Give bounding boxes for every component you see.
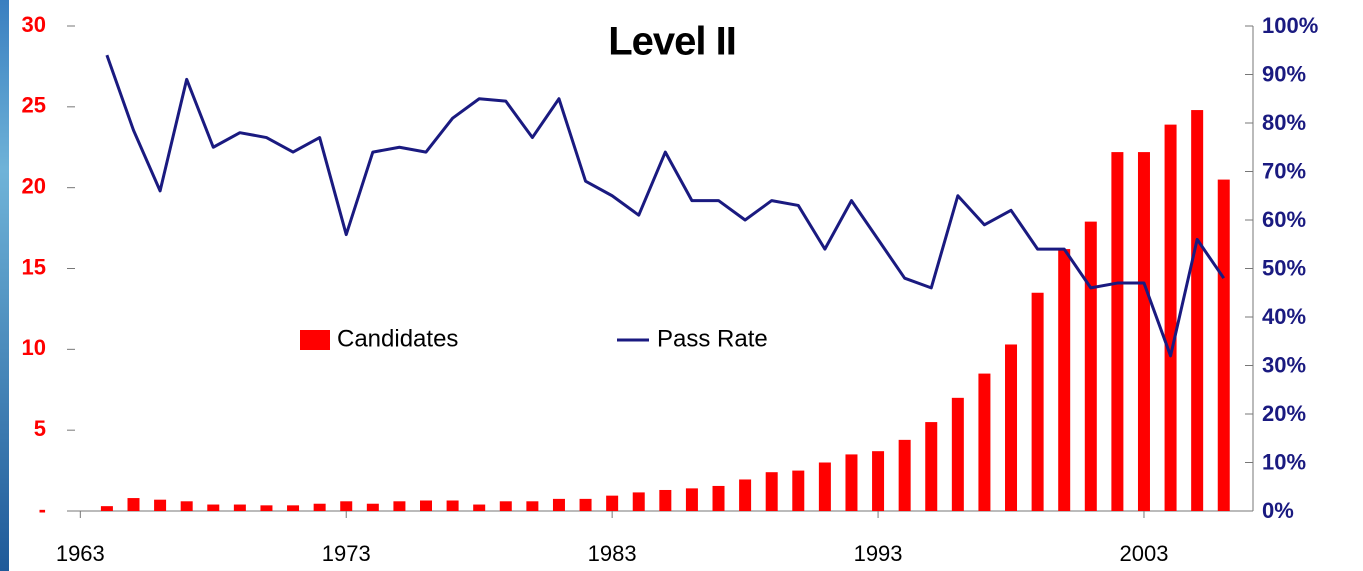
y2-tick-label: 90% xyxy=(1262,61,1306,86)
bar xyxy=(367,504,379,511)
bar xyxy=(739,479,751,511)
bar xyxy=(952,398,964,511)
bar xyxy=(580,499,592,511)
bar xyxy=(819,463,831,512)
legend-label: Pass Rate xyxy=(657,325,768,352)
y-tick-label: 15 xyxy=(22,254,46,279)
bar xyxy=(659,490,671,511)
bar xyxy=(845,454,857,511)
y2-tick-label: 0% xyxy=(1262,498,1294,523)
bar xyxy=(447,500,459,511)
y-tick-label: 10 xyxy=(22,335,46,360)
y-tick-label: 20 xyxy=(22,173,46,198)
bar xyxy=(420,500,432,511)
bar xyxy=(686,488,698,511)
bar xyxy=(1165,125,1177,511)
y2-tick-label: 80% xyxy=(1262,110,1306,135)
bar xyxy=(128,498,140,511)
bar xyxy=(260,505,272,511)
bar xyxy=(473,505,485,511)
bar xyxy=(633,492,645,511)
bar xyxy=(1138,152,1150,511)
x-tick-label: 2003 xyxy=(1119,541,1168,566)
x-tick-label: 1973 xyxy=(322,541,371,566)
bar xyxy=(500,501,512,511)
y2-tick-label: 100% xyxy=(1262,13,1318,38)
bar xyxy=(101,506,113,511)
legend-label: Candidates xyxy=(337,325,458,352)
y-tick-label: 5 xyxy=(34,416,46,441)
bar xyxy=(340,501,352,511)
decor-strip xyxy=(0,0,9,571)
line xyxy=(107,55,1224,356)
bar xyxy=(978,374,990,511)
bar xyxy=(606,496,618,511)
y2-tick-label: 10% xyxy=(1262,449,1306,474)
bar xyxy=(925,422,937,511)
y2-tick-label: 40% xyxy=(1262,304,1306,329)
bar xyxy=(526,501,538,511)
y2-tick-label: 20% xyxy=(1262,401,1306,426)
y2-tick-label: 70% xyxy=(1262,158,1306,183)
y2-tick-label: 30% xyxy=(1262,352,1306,377)
bar xyxy=(872,451,884,511)
bar xyxy=(287,505,299,511)
bar xyxy=(899,440,911,511)
y-tick-label: - xyxy=(39,497,46,522)
bar xyxy=(1218,180,1230,511)
bar xyxy=(154,500,166,511)
chart: Level II - 5 10 15 20 25 30 0% 10% 20% 30% 40% 50% 60… xyxy=(0,0,1363,571)
x-tick-label: 1983 xyxy=(588,541,637,566)
x-tick-label: 1963 xyxy=(56,541,105,566)
y2-tick-label: 50% xyxy=(1262,255,1306,280)
x-tick-label: 1993 xyxy=(854,541,903,566)
chart-title: Level II xyxy=(608,20,736,64)
y-tick-label: 25 xyxy=(22,93,46,118)
legend-swatch xyxy=(300,330,330,350)
bar xyxy=(393,501,405,511)
bar xyxy=(713,486,725,511)
bar xyxy=(1191,110,1203,511)
bar xyxy=(1058,249,1070,511)
y-tick-label: 30 xyxy=(22,12,46,37)
y2-tick-label: 60% xyxy=(1262,207,1306,232)
bar xyxy=(1085,222,1097,511)
bar xyxy=(1111,152,1123,511)
bar xyxy=(1005,344,1017,511)
bar xyxy=(181,501,193,511)
bar xyxy=(234,505,246,511)
bar xyxy=(792,471,804,511)
bar xyxy=(314,504,326,511)
bar xyxy=(207,505,219,511)
bar xyxy=(766,472,778,511)
bar xyxy=(1032,293,1044,511)
bar xyxy=(553,499,565,511)
